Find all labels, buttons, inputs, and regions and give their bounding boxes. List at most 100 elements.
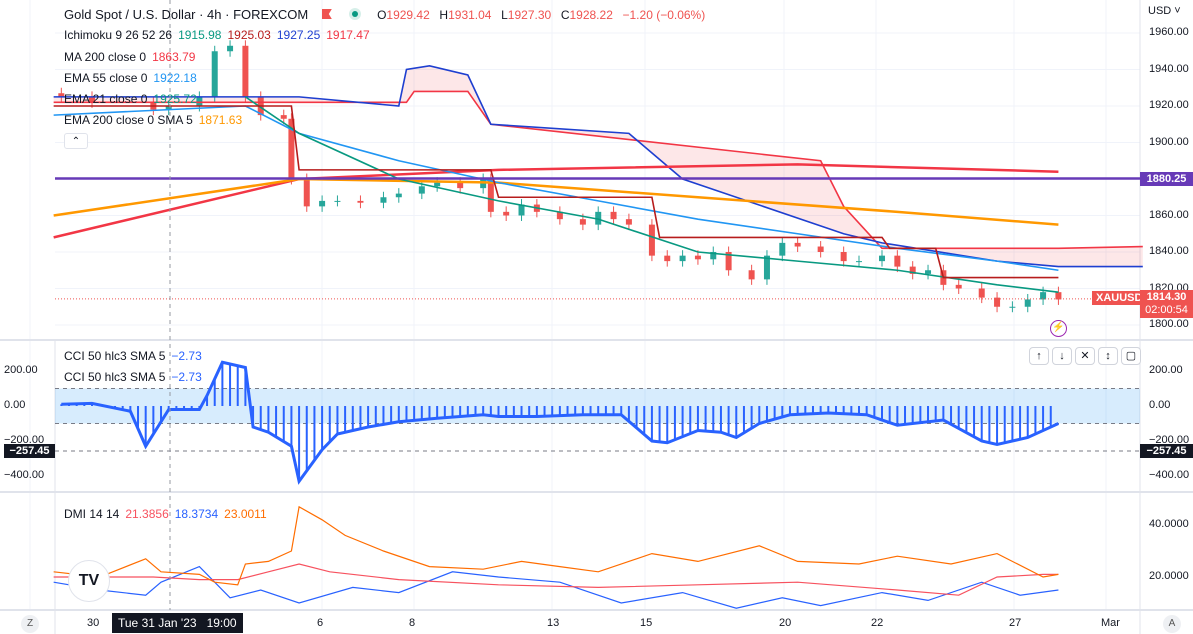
candle	[748, 270, 755, 280]
flag-icon[interactable]	[321, 9, 332, 19]
move-pane-down-button[interactable]: ↓	[1052, 347, 1072, 365]
candle	[242, 45, 249, 97]
candle	[518, 204, 525, 216]
price-tick: 1900.00	[1149, 135, 1189, 148]
candle	[227, 45, 234, 52]
candle	[487, 179, 494, 212]
candle	[909, 266, 916, 274]
legend-value: 1915.98	[178, 28, 222, 42]
cci-tick-left: 200.00	[4, 364, 38, 376]
candle	[58, 93, 65, 97]
close-pane-button[interactable]: ✕	[1075, 347, 1095, 365]
currency-selector[interactable]: USD ˅	[1148, 5, 1181, 17]
line-ma200	[53, 163, 1059, 239]
legend-value: −2.73	[171, 349, 202, 363]
ichimoku-legend[interactable]: Ichimoku 9 26 52 26 1915.98 1925.03 1927.25…	[64, 28, 376, 42]
candle	[303, 179, 310, 207]
candle	[89, 96, 95, 103]
market-open-icon	[349, 8, 362, 20]
legend-value: 1927.25	[276, 28, 321, 42]
change-value: −1.20 (−0.06%)	[622, 8, 706, 22]
cci-tick: 0.00	[1149, 399, 1171, 411]
dmi-legend[interactable]: DMI 14 14 21.3856 18.3734 23.0011	[64, 507, 273, 521]
legend-label: Ichimoku 9 26 52 26	[64, 28, 173, 42]
candle	[710, 252, 717, 260]
candle	[579, 219, 586, 225]
candle	[457, 182, 464, 189]
legend-label: EMA 55 close 0	[64, 71, 148, 85]
legend-value: 1922.18	[153, 71, 197, 85]
legend-value: 1925.03	[227, 28, 271, 42]
candle	[840, 252, 847, 262]
cci-legend-2[interactable]: CCI 50 hlc3 SMA 5 −2.73	[64, 370, 208, 384]
time-tick: 13	[547, 617, 560, 629]
candle	[779, 242, 786, 256]
candle	[334, 200, 341, 202]
low-value: 1927.30	[507, 8, 552, 22]
ema21-legend[interactable]: EMA 21 close 0 1925.72	[64, 92, 203, 106]
candle	[357, 200, 364, 203]
timezone-button[interactable]: Z	[21, 615, 39, 633]
legend-value: 1925.72	[153, 92, 197, 106]
time-tick: 22	[871, 617, 884, 629]
candle	[319, 200, 326, 207]
maximize-pane-button[interactable]: ▢	[1121, 347, 1141, 365]
close-value: 1928.22	[569, 8, 613, 22]
cci-cursor-badge-right: −257.45	[1140, 444, 1193, 458]
tradingview-logo[interactable]: TV	[68, 560, 110, 602]
cci-tick: −400.00	[1149, 469, 1190, 481]
candle	[211, 51, 218, 97]
candle	[955, 284, 962, 289]
cci-tick: −200.00	[1149, 434, 1190, 446]
bar-countdown: 02:00:54	[1145, 304, 1188, 316]
symbol-title[interactable]: Gold Spot / U.S. Dollar · 4h · FOREXCOM	[64, 7, 309, 22]
legend-label: EMA 21 close 0	[64, 92, 148, 106]
close-label: C	[560, 8, 570, 22]
candle	[280, 115, 287, 119]
time-tick: 30	[87, 617, 100, 629]
currency-label: USD	[1148, 5, 1172, 17]
candle	[196, 96, 203, 106]
collapse-pane-button[interactable]: ↕	[1098, 347, 1118, 365]
candle	[679, 255, 686, 262]
candle	[610, 211, 617, 220]
auto-scale-button[interactable]: A	[1163, 615, 1181, 633]
price-tick: 1940.00	[1149, 62, 1189, 75]
candle	[978, 288, 985, 298]
cci-tick-left: −200.00	[4, 434, 45, 446]
candle	[894, 255, 901, 267]
line-ema200	[53, 177, 1059, 226]
price-tick: 1920.00	[1149, 99, 1189, 111]
dmi-line-adx	[53, 505, 1059, 586]
ema200-legend[interactable]: EMA 200 close 0 SMA 5 1871.63	[64, 113, 248, 127]
price-tick: 1800.00	[1149, 318, 1189, 330]
price-tick: 1960.00	[1149, 26, 1189, 38]
candle	[763, 255, 770, 280]
legend-value: 23.0011	[224, 507, 267, 521]
symbol-legend: Gold Spot / U.S. Dollar · 4h · FOREXCOM …	[64, 7, 711, 22]
cci-tick-left: 0.00	[4, 399, 26, 411]
candle	[556, 211, 563, 220]
lightning-icon[interactable]: ⚡	[1050, 320, 1067, 337]
time-tick: Mar	[1101, 617, 1120, 629]
candle	[648, 224, 655, 256]
ema55-legend[interactable]: EMA 55 close 0 1922.18	[64, 71, 203, 85]
collapse-legend-button[interactable]: ⌃	[64, 133, 88, 149]
legend-label: CCI 50 hlc3 SMA 5	[64, 349, 166, 363]
ma200-legend[interactable]: MA 200 close 0 1863.79	[64, 50, 201, 64]
cci-legend-1[interactable]: CCI 50 hlc3 SMA 5 −2.73	[64, 349, 208, 363]
candle	[1009, 306, 1016, 308]
candle	[817, 246, 824, 252]
dmi-line-dmi_minus	[53, 563, 1059, 596]
candle	[380, 197, 387, 203]
move-pane-up-button[interactable]: ↑	[1029, 347, 1049, 365]
time-tick: 20	[779, 617, 792, 629]
candle	[1055, 292, 1062, 300]
price-tick: 1860.00	[1149, 208, 1189, 221]
legend-value: 21.3856	[125, 507, 169, 521]
candle	[879, 255, 886, 262]
cci-tick: 200.00	[1149, 364, 1183, 376]
candle	[165, 106, 172, 110]
dmi-line-dmi_plus	[53, 565, 1059, 609]
